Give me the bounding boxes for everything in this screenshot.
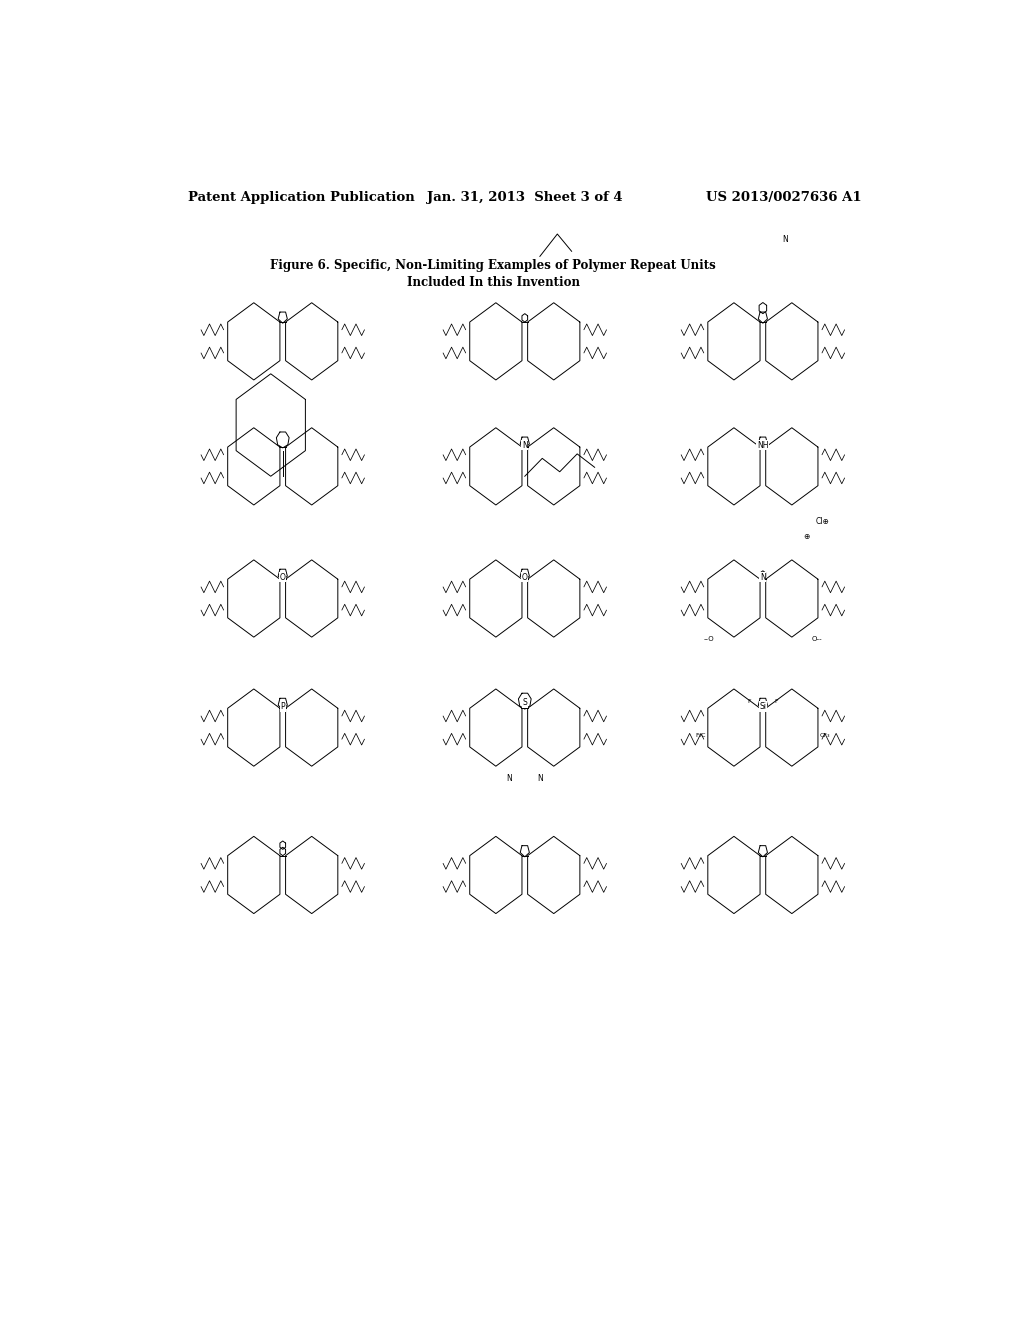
Text: Included In this Invention: Included In this Invention (407, 276, 580, 289)
Text: N: N (522, 441, 527, 450)
Text: P: P (281, 702, 285, 711)
Text: N: N (782, 235, 788, 243)
Text: F: F (774, 700, 778, 704)
Text: Jan. 31, 2013  Sheet 3 of 4: Jan. 31, 2013 Sheet 3 of 4 (427, 191, 623, 205)
Text: O--: O-- (812, 636, 822, 643)
Text: US 2013/0027636 A1: US 2013/0027636 A1 (707, 191, 862, 205)
Text: N: N (760, 573, 766, 582)
Text: Patent Application Publication: Patent Application Publication (187, 191, 415, 205)
Text: Figure 6. Specific, Non-Limiting Examples of Polymer Repeat Units: Figure 6. Specific, Non-Limiting Example… (270, 259, 716, 272)
Text: N: N (507, 774, 512, 783)
Text: F: F (748, 700, 752, 704)
Text: NH: NH (757, 441, 769, 450)
Text: O: O (522, 573, 527, 582)
Text: F₃C: F₃C (695, 733, 706, 738)
Text: S: S (522, 698, 527, 708)
Text: Si: Si (760, 702, 766, 711)
Text: Cl⊕: Cl⊕ (815, 516, 829, 525)
Text: CF₃: CF₃ (820, 733, 830, 738)
Text: N: N (538, 774, 543, 783)
Text: ⊕: ⊕ (804, 532, 810, 541)
Text: O: O (280, 573, 286, 582)
Text: --O: --O (703, 636, 714, 643)
